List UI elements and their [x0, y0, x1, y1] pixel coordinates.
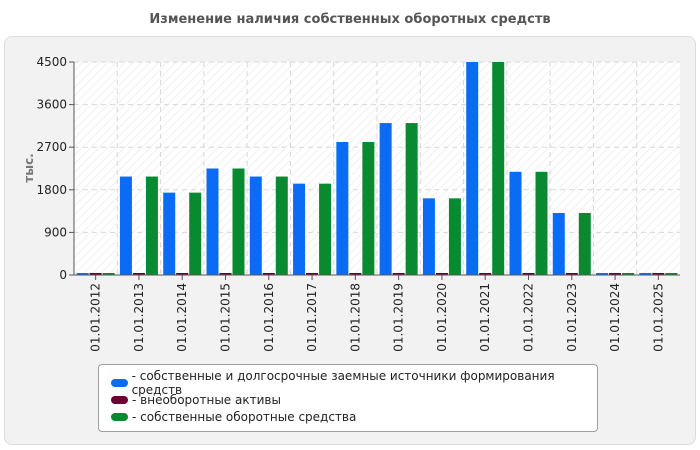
- y-axis-label: тыс.: [22, 153, 36, 182]
- bar-working-capital: [102, 273, 115, 275]
- legend-item-working-capital: - собственные оборотные средства: [111, 408, 597, 425]
- bar-noncurrent-assets: [652, 273, 665, 275]
- x-tick-label: 01.01.2015: [219, 283, 233, 352]
- x-tick-label: 01.01.2014: [175, 283, 189, 352]
- bar-working-capital: [622, 273, 635, 275]
- bar-noncurrent-assets: [306, 273, 319, 275]
- chart-title: Изменение наличия собственных оборотных …: [149, 12, 551, 27]
- legend-label-working-capital: - собственные оборотные средства: [132, 409, 357, 424]
- legend-swatch-working-capital: [111, 412, 128, 421]
- legend-label-noncurrent-assets: - внеоборотные активы: [132, 392, 281, 407]
- bar-sources: [293, 183, 306, 275]
- bar-sources: [509, 171, 522, 275]
- bar-noncurrent-assets: [435, 273, 448, 275]
- x-tick-label: 01.01.2013: [132, 283, 146, 352]
- x-tick-label: 01.01.2019: [392, 283, 406, 352]
- x-tick-label: 01.01.2017: [305, 283, 319, 352]
- y-tick-label: 3600: [36, 98, 67, 112]
- x-tick-label: 01.01.2025: [651, 283, 665, 352]
- bar-working-capital: [232, 168, 245, 275]
- bar-sources: [249, 176, 262, 275]
- bar-sources: [206, 168, 219, 275]
- bar-working-capital: [448, 198, 461, 275]
- x-tick-label: 01.01.2022: [522, 283, 536, 352]
- bar-noncurrent-assets: [132, 273, 145, 275]
- bar-noncurrent-assets: [176, 273, 189, 275]
- x-tick-label: 01.01.2016: [262, 283, 276, 352]
- bar-noncurrent-assets: [262, 273, 275, 275]
- bar-sources: [552, 212, 565, 275]
- bar-working-capital: [492, 62, 505, 275]
- y-tick-label: 0: [59, 268, 67, 282]
- bar-working-capital: [362, 141, 375, 275]
- bar-sources: [596, 273, 609, 275]
- bar-noncurrent-assets: [89, 273, 102, 275]
- x-tick-label: 01.01.2023: [565, 283, 579, 352]
- bar-noncurrent-assets: [219, 273, 232, 275]
- legend-swatch-noncurrent-assets: [111, 395, 128, 404]
- legend-swatch-sources: [111, 378, 128, 387]
- bar-working-capital: [535, 171, 548, 275]
- x-tick-label: 01.01.2020: [435, 283, 449, 352]
- bar-sources: [379, 123, 392, 275]
- bar-working-capital: [405, 123, 418, 275]
- y-tick-label: 2700: [36, 140, 67, 154]
- y-tick-label: 4500: [36, 55, 67, 69]
- bar-sources: [466, 62, 479, 275]
- legend: - собственные и долгосрочные заемные ист…: [98, 364, 598, 432]
- x-tick-label: 01.01.2024: [608, 283, 622, 352]
- x-tick-label: 01.01.2018: [348, 283, 362, 352]
- bar-working-capital: [145, 176, 158, 275]
- bar-noncurrent-assets: [392, 273, 405, 275]
- bar-working-capital: [275, 176, 288, 275]
- legend-item-sources: - собственные и долгосрочные заемные ист…: [111, 369, 597, 397]
- bar-sources: [163, 192, 176, 275]
- bar-noncurrent-assets: [522, 273, 535, 275]
- bar-sources: [639, 273, 652, 275]
- bar-noncurrent-assets: [479, 273, 492, 275]
- x-tick-label: 01.01.2012: [89, 283, 103, 352]
- bar-noncurrent-assets: [349, 273, 362, 275]
- bar-working-capital: [189, 192, 202, 275]
- legend-item-noncurrent-assets: - внеоборотные активы: [111, 391, 597, 408]
- bar-noncurrent-assets: [609, 273, 622, 275]
- y-tick-label: 1800: [36, 183, 67, 197]
- x-tick-label: 01.01.2021: [478, 283, 492, 352]
- bar-sources: [422, 198, 435, 275]
- bar-working-capital: [319, 183, 332, 275]
- bar-sources: [119, 176, 132, 275]
- bar-sources: [76, 273, 89, 275]
- bar-working-capital: [665, 273, 678, 275]
- legend-label-sources: - собственные и долгосрочные заемные ист…: [131, 368, 555, 397]
- bar-sources: [336, 141, 349, 275]
- bar-noncurrent-assets: [565, 273, 578, 275]
- y-tick-label: 900: [44, 225, 67, 239]
- bar-working-capital: [578, 212, 591, 275]
